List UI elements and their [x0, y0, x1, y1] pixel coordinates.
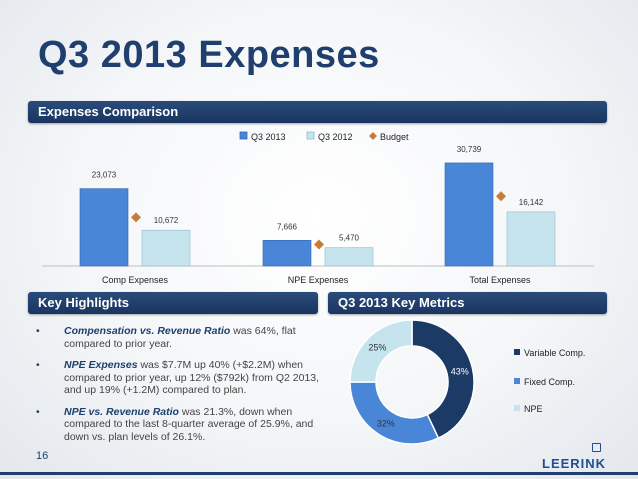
highlight-item: • Compensation vs. Revenue Ratio was 64%… — [30, 325, 325, 350]
bar-q3-2012 — [324, 247, 374, 267]
bullet-icon: • — [36, 359, 40, 371]
donut-legend-swatch — [514, 405, 520, 411]
budget-marker — [131, 212, 141, 223]
donut-slice-npe — [349, 319, 413, 383]
bar-q3-2012 — [141, 229, 191, 267]
donut-legend-label: Fixed Comp. — [524, 377, 575, 387]
donut-legend-label: NPE — [524, 404, 543, 414]
logo-square-icon — [592, 443, 601, 452]
donut-legend-swatch — [514, 378, 520, 384]
highlight-bold: Compensation vs. Revenue Ratio — [64, 325, 231, 337]
legend-swatch-1 — [306, 131, 315, 140]
donut-legend-label: Variable Comp. — [524, 348, 585, 358]
x-tick-label: Comp Expenses — [102, 275, 169, 285]
key-metrics-header: Q3 2013 Key Metrics — [328, 292, 607, 314]
data-label-q3-2012: 5,470 — [339, 234, 360, 243]
highlight-item: • NPE vs. Revenue Ratio was 21.3%, down … — [30, 406, 325, 444]
budget-marker — [496, 191, 506, 202]
key-highlights-header: Key Highlights — [28, 292, 318, 314]
donut-slice-variable-comp — [411, 319, 475, 440]
highlight-text: was 64%, flat compared to prior year. — [64, 325, 296, 350]
highlight-text: was $7.7M up 40% (+$2.2M) when compared … — [64, 359, 320, 396]
bar-q3-2012 — [506, 211, 556, 267]
bar-q3-2013 — [79, 188, 129, 267]
company-logo: LEERINK — [542, 456, 607, 471]
highlight-item: • NPE Expenses was $7.7M up 40% (+$2.2M)… — [30, 359, 325, 397]
highlight-bold: NPE vs. Revenue Ratio — [64, 405, 179, 418]
page-number: 16 — [36, 450, 49, 462]
donut-percent-label: 32% — [377, 418, 395, 428]
budget-marker — [314, 239, 324, 250]
legend-label: Q3 2013 — [251, 132, 286, 142]
donut-slice-fixed-comp — [349, 381, 440, 445]
data-label-q3-2013: 30,739 — [457, 145, 482, 154]
bullet-icon: • — [36, 405, 40, 418]
highlight-text: was 21.3%, down when compared to the las… — [64, 405, 314, 443]
expenses-comparison-header: Expenses Comparison — [28, 101, 607, 123]
legend-marker-budget — [369, 132, 377, 140]
highlight-bold: NPE Expenses — [64, 359, 138, 371]
legend-label: Budget — [380, 132, 409, 142]
data-label-q3-2013: 7,666 — [277, 222, 298, 231]
data-label-q3-2012: 10,672 — [154, 216, 179, 225]
x-tick-label: NPE Expenses — [288, 275, 349, 285]
bottom-rule — [0, 472, 638, 475]
data-label-q3-2013: 23,073 — [92, 171, 117, 180]
highlights-list: • Compensation vs. Revenue Ratio was 64%… — [30, 325, 325, 452]
donut-percent-label: 43% — [451, 366, 469, 376]
bar-q3-2013 — [444, 162, 494, 267]
bullet-icon: • — [36, 325, 40, 337]
data-label-q3-2012: 16,142 — [519, 198, 544, 207]
page-title: Q3 2013 Expenses — [38, 34, 380, 76]
legend-label: Q3 2012 — [318, 132, 353, 142]
bar-q3-2013 — [262, 239, 312, 267]
donut-percent-label: 25% — [368, 342, 386, 352]
legend-swatch-0 — [239, 131, 248, 140]
donut-legend-swatch — [514, 349, 520, 355]
x-tick-label: Total Expenses — [469, 275, 531, 285]
